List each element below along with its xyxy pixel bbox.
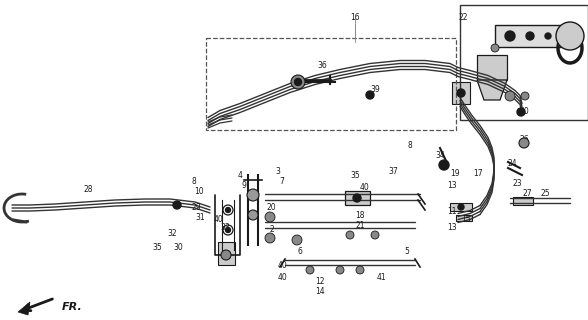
- Text: 29: 29: [191, 203, 201, 212]
- Text: 2: 2: [270, 226, 275, 235]
- Text: 39: 39: [370, 85, 380, 94]
- Circle shape: [517, 108, 525, 116]
- Text: 28: 28: [83, 186, 93, 195]
- Text: 23: 23: [512, 179, 522, 188]
- Circle shape: [439, 160, 449, 170]
- Circle shape: [356, 266, 364, 274]
- Text: 32: 32: [167, 228, 177, 237]
- Circle shape: [247, 189, 259, 201]
- Bar: [495, 25, 570, 47]
- Text: 40: 40: [214, 215, 224, 225]
- Bar: [477, 55, 507, 80]
- Text: 27: 27: [522, 188, 532, 197]
- Circle shape: [295, 78, 302, 85]
- Text: 4: 4: [238, 171, 242, 180]
- Circle shape: [353, 194, 361, 202]
- Text: 7: 7: [269, 212, 273, 221]
- Bar: [206, 38, 456, 130]
- Circle shape: [346, 231, 354, 239]
- Text: 40: 40: [278, 274, 288, 283]
- Text: 9: 9: [242, 180, 246, 189]
- Circle shape: [226, 228, 230, 233]
- Text: 16: 16: [350, 13, 360, 22]
- Circle shape: [526, 32, 534, 40]
- Text: 3: 3: [276, 167, 280, 177]
- Text: FR.: FR.: [62, 302, 83, 312]
- Polygon shape: [477, 80, 507, 100]
- Text: 37: 37: [388, 167, 398, 177]
- Text: 40: 40: [360, 182, 370, 191]
- Text: 13: 13: [447, 180, 457, 189]
- Circle shape: [545, 33, 551, 39]
- Circle shape: [458, 204, 464, 210]
- Bar: [452, 82, 470, 104]
- Text: 7: 7: [279, 178, 285, 187]
- Text: 20: 20: [266, 203, 276, 212]
- Text: 15: 15: [461, 215, 471, 225]
- Circle shape: [221, 250, 231, 260]
- Circle shape: [505, 31, 515, 41]
- Polygon shape: [218, 242, 235, 265]
- Circle shape: [248, 210, 258, 220]
- Polygon shape: [18, 302, 30, 315]
- Text: 30: 30: [173, 244, 183, 252]
- Text: 13: 13: [447, 223, 457, 233]
- Text: 17: 17: [473, 169, 483, 178]
- Circle shape: [366, 91, 374, 99]
- Text: 5: 5: [405, 247, 409, 257]
- Circle shape: [306, 266, 314, 274]
- Text: 41: 41: [376, 274, 386, 283]
- Text: 24: 24: [507, 158, 517, 167]
- Text: 33: 33: [220, 223, 230, 233]
- Circle shape: [521, 92, 529, 100]
- Circle shape: [291, 75, 305, 89]
- Text: 40: 40: [520, 108, 530, 116]
- Text: 35: 35: [152, 244, 162, 252]
- Bar: [513, 197, 533, 205]
- Bar: [450, 203, 472, 211]
- Text: 35: 35: [350, 171, 360, 180]
- Text: 22: 22: [458, 13, 467, 22]
- Bar: [460, 5, 588, 120]
- Circle shape: [265, 212, 275, 222]
- Text: 8: 8: [192, 178, 196, 187]
- Text: 21: 21: [355, 220, 365, 229]
- Circle shape: [505, 91, 515, 101]
- Text: 25: 25: [540, 188, 550, 197]
- Text: 8: 8: [407, 140, 412, 149]
- Bar: [456, 215, 472, 221]
- Text: 11: 11: [447, 207, 457, 217]
- Text: 34: 34: [435, 150, 445, 159]
- Text: 10: 10: [194, 188, 204, 196]
- Circle shape: [226, 207, 230, 212]
- Circle shape: [556, 22, 584, 50]
- Circle shape: [265, 233, 275, 243]
- Text: 18: 18: [355, 211, 365, 220]
- Bar: [345, 191, 370, 205]
- Circle shape: [519, 138, 529, 148]
- Text: 31: 31: [195, 212, 205, 221]
- Circle shape: [491, 44, 499, 52]
- Text: 26: 26: [519, 135, 529, 145]
- Circle shape: [457, 89, 465, 97]
- Text: 14: 14: [315, 287, 325, 297]
- Circle shape: [371, 231, 379, 239]
- Circle shape: [336, 266, 344, 274]
- Text: 12: 12: [315, 277, 325, 286]
- FancyArrowPatch shape: [24, 299, 52, 311]
- Circle shape: [292, 235, 302, 245]
- Text: 6: 6: [298, 247, 302, 257]
- Text: 40: 40: [278, 260, 288, 269]
- Circle shape: [173, 201, 181, 209]
- Text: 36: 36: [317, 60, 327, 69]
- Text: 19: 19: [450, 169, 460, 178]
